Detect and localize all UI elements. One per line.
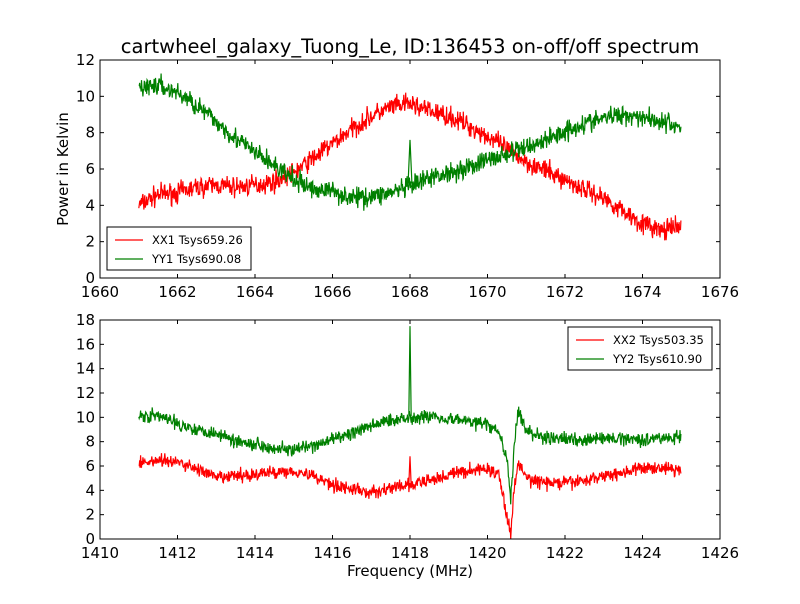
x-tick-label: 1670 [468,283,506,301]
legend-label: YY1 Tsys690.08 [151,252,241,266]
x-tick-label: 1668 [391,283,429,301]
x-tick-label: 1662 [158,283,196,301]
y-tick-label: 2 [85,233,95,251]
x-tick-label: 1676 [701,283,739,301]
y-axis-label: Power in Kelvin [54,112,72,226]
y-tick-label: 18 [76,311,95,329]
spike-yy1 [407,139,413,184]
x-axis-label: Frequency (MHz) [347,562,473,580]
x-tick-label: 1418 [391,544,429,562]
y-tick-label: 6 [85,160,95,178]
series-line-1 [138,453,682,539]
x-tick-label: 1426 [701,544,739,562]
y-tick-label: 16 [76,335,95,353]
x-tick-label: 1666 [313,283,351,301]
series-line-2 [138,73,682,211]
top-panel: 1660 1662 1664 1666 1668 1670 1672 1674 1676 0 2 4 6… [54,51,739,301]
y-tick-label: 12 [76,51,95,69]
x-tick-label: 1660 [81,283,119,301]
y-tick-label: 4 [85,196,95,214]
spike-yy2 [408,326,412,417]
bottom-panel: 1410 1412 1414 1416 1418 1420 1422 1424 14260246… [76,311,739,580]
legend-box [567,326,713,371]
x-tick-label: 1414 [236,544,274,562]
y-tick-label: 8 [85,433,95,451]
legend-box [106,226,252,271]
y-tick-label: 0 [85,530,95,548]
plot-area [138,73,682,241]
y-tick-label: 2 [85,506,95,524]
x-tick-label: 1410 [81,544,119,562]
legend-label: XX1 Tsys659.26 [152,233,243,247]
x-tick-label: 1664 [236,283,274,301]
y-tick-label: 8 [85,124,95,142]
x-tick-label: 1420 [468,544,506,562]
y-tick-label: 10 [76,87,95,105]
series-line-1 [138,92,682,241]
legend: XX1 Tsys659.26 YY1 Tsys690.08 [106,226,252,271]
legend: XX2 Tsys503.35 YY2 Tsys610.90 [567,326,713,371]
y-tick-label: 6 [85,457,95,475]
x-tick-label: 1416 [313,544,351,562]
series-line-2 [138,406,682,505]
x-tick-label: 1672 [546,283,584,301]
chart-title: cartwheel_galaxy_Tuong_Le, ID:136453 on-… [121,35,699,58]
legend-label: XX2 Tsys503.35 [613,333,704,347]
plot-area [138,326,682,539]
x-tick-label: 1422 [546,544,584,562]
y-tick-label: 10 [76,408,95,426]
x-tick-label: 1674 [623,283,661,301]
y-tick-label: 0 [85,269,95,287]
spike-xx2 [408,456,412,486]
x-tick-label: 1412 [158,544,196,562]
y-tick-label: 14 [76,360,95,378]
x-tick-label: 1424 [623,544,661,562]
y-tick-label: 4 [85,481,95,499]
legend-label: YY2 Tsys610.90 [612,352,702,366]
y-tick-label: 12 [76,384,95,402]
